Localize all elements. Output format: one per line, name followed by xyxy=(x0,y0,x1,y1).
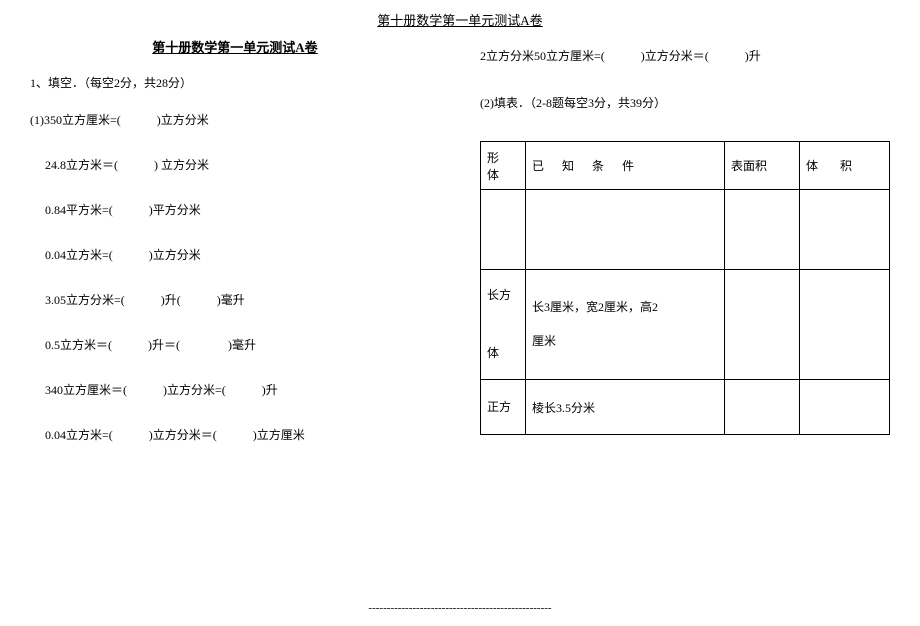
shape1-line2: 体 xyxy=(487,346,499,360)
section1-title: 1、填空．（每空2分，共28分） xyxy=(30,74,440,91)
right-column: 2立方分米50立方厘米=( )立方分米＝( )升 (2)填表．（2-8题每空3分… xyxy=(480,37,890,471)
q3: 0.84平方米=( )平方分米 xyxy=(30,201,440,218)
cond1-line1: 长3厘米，宽2厘米，高2 xyxy=(532,300,658,314)
q1: (1)350立方厘米=( )立方分米 xyxy=(30,111,440,128)
content-wrap: 第十册数学第一单元测试A卷 1、填空．（每空2分，共28分） (1)350立方厘… xyxy=(30,37,890,471)
table-row-cuboid: 长方 体 长3厘米，宽2厘米，高2 厘米 xyxy=(481,270,890,380)
q6: 0.5立方米＝( )升＝( )毫升 xyxy=(30,336,440,353)
cell-shape-0 xyxy=(481,190,526,270)
th-surface: 表面积 xyxy=(725,142,800,190)
th-condition: 已知条件 xyxy=(526,142,725,190)
cell-surface-0 xyxy=(725,190,800,270)
q7: 340立方厘米＝( )立方分米=( )升 xyxy=(30,381,440,398)
data-table: 形体 已知条件 表面积 体积 长方 体 长3厘米，宽2厘米，高2 厘米 xyxy=(480,141,890,435)
cell-surface-2 xyxy=(725,380,800,435)
cell-cond-1: 长3厘米，宽2厘米，高2 厘米 xyxy=(526,270,725,380)
subtitle: 第十册数学第一单元测试A卷 xyxy=(30,37,440,56)
table-row-cube: 正方 棱长3.5分米 xyxy=(481,380,890,435)
cond1-line2: 厘米 xyxy=(532,334,556,348)
page-header: 第十册数学第一单元测试A卷 xyxy=(30,10,890,29)
cell-surface-1 xyxy=(725,270,800,380)
left-column: 第十册数学第一单元测试A卷 1、填空．（每空2分，共28分） (1)350立方厘… xyxy=(30,37,440,471)
q5: 3.05立方分米=( )升( )毫升 xyxy=(30,291,440,308)
table-header-row: 形体 已知条件 表面积 体积 xyxy=(481,142,890,190)
th-volume: 体积 xyxy=(800,142,890,190)
q8: 0.04立方米=( )立方分米＝( )立方厘米 xyxy=(30,426,440,443)
cell-cond-2: 棱长3.5分米 xyxy=(526,380,725,435)
th-shape: 形体 xyxy=(481,142,526,190)
shape1-line1: 长方 xyxy=(487,288,511,302)
cell-cond-0 xyxy=(526,190,725,270)
footer-dashes: ----------------------------------------… xyxy=(0,602,920,614)
table-row-empty xyxy=(481,190,890,270)
q4: 0.04立方米=( )立方分米 xyxy=(30,246,440,263)
section2-title: (2)填表．（2-8题每空3分，共39分） xyxy=(480,94,890,111)
q2: 24.8立方米＝( ) 立方分米 xyxy=(30,156,440,173)
cell-shape-2: 正方 xyxy=(481,380,526,435)
cell-shape-1: 长方 体 xyxy=(481,270,526,380)
cell-volume-2 xyxy=(800,380,890,435)
cell-volume-1 xyxy=(800,270,890,380)
section2-line1: 2立方分米50立方厘米=( )立方分米＝( )升 xyxy=(480,47,890,64)
cell-volume-0 xyxy=(800,190,890,270)
